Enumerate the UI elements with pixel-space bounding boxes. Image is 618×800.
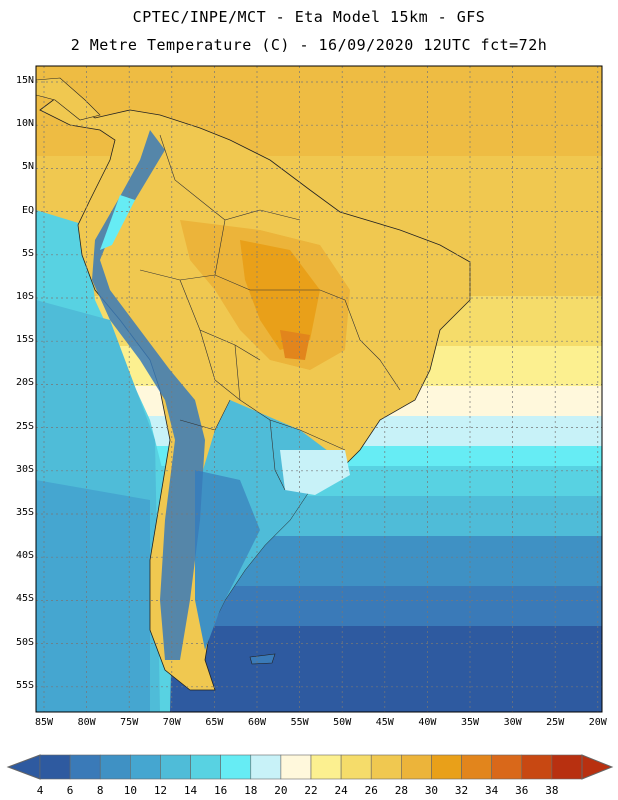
colorbar-label: 12 xyxy=(153,784,168,797)
colorbar-swatch xyxy=(190,754,221,780)
central-america-landmass xyxy=(36,77,101,121)
colorbar-label: 8 xyxy=(96,784,104,797)
colorbar-swatch xyxy=(491,754,523,780)
colorbar-swatch xyxy=(551,754,583,780)
lon-label: 20W xyxy=(588,717,607,728)
uruguay-mild-region xyxy=(280,450,350,495)
lat-label: 5N xyxy=(21,161,34,173)
map-title: CPTEC/INPE/MCT - Eta Model 15km - GFS xyxy=(132,8,486,26)
lat-label: 5S xyxy=(21,247,34,259)
pacific-cold-region xyxy=(36,480,150,712)
lat-label: 15N xyxy=(15,75,34,86)
falkland-islands xyxy=(249,653,276,665)
andes-cold-strip xyxy=(92,130,205,660)
colorbar-label: 26 xyxy=(364,784,378,797)
lon-label: 60W xyxy=(247,717,267,728)
colorbar-swatch xyxy=(69,754,101,780)
lon-label: 55W xyxy=(290,717,309,728)
lon-label: 80W xyxy=(77,717,96,728)
colorbar-label: 22 xyxy=(304,784,318,797)
patagonia-cold xyxy=(195,470,260,650)
lat-label: 55S xyxy=(15,679,34,691)
colorbar-swatch xyxy=(310,754,342,780)
country-borders xyxy=(139,134,401,491)
lat-label: 45S xyxy=(15,593,34,605)
colorbar-label: 24 xyxy=(334,784,348,797)
colorbar-swatch xyxy=(39,754,71,780)
lon-label: 65W xyxy=(205,717,224,728)
colorbar-label: 34 xyxy=(485,784,499,797)
colorbar-label: 16 xyxy=(214,784,228,797)
colorbar-swatch xyxy=(401,754,432,780)
lon-label: 30W xyxy=(503,717,522,728)
colorbar-label: 36 xyxy=(515,784,529,797)
colorbar-label: 10 xyxy=(123,784,137,797)
colorbar-swatch xyxy=(521,754,553,780)
lat-label: 35S xyxy=(15,507,34,518)
lat-label: 50S xyxy=(15,636,34,648)
colorbar-swatch xyxy=(370,754,402,780)
colorbar-swatch xyxy=(130,754,161,780)
interior-hot-region xyxy=(240,240,320,350)
colorbar-swatch xyxy=(340,754,372,780)
colorbar-label: 30 xyxy=(424,784,439,797)
lon-label: 25W xyxy=(546,717,565,728)
colorbar-swatch xyxy=(220,754,252,780)
temperature-field xyxy=(36,66,602,712)
lat-label: 10N xyxy=(15,118,34,130)
colorbar-label: 20 xyxy=(274,784,288,797)
map-frame xyxy=(35,65,603,713)
colorbar-swatch xyxy=(461,754,492,780)
lat-label: EQ xyxy=(21,204,34,216)
lat-label: 15S xyxy=(15,334,34,346)
lon-label: 75W xyxy=(120,717,139,728)
colorbar-high-arrow xyxy=(581,754,614,780)
lon-label: 40W xyxy=(418,717,437,728)
lon-label: 35W xyxy=(460,717,480,728)
lat-label: 10S xyxy=(15,291,34,302)
colorbar-label: 6 xyxy=(66,784,74,797)
lat-lon-grid xyxy=(36,66,602,712)
colorbar-label: 32 xyxy=(454,784,469,797)
colorbar-swatch xyxy=(250,754,282,780)
colorbar-label: 4 xyxy=(36,784,44,797)
lon-label: 45W xyxy=(375,717,394,728)
lon-label: 50W xyxy=(333,717,352,728)
colorbar-low-arrow xyxy=(6,754,41,780)
lat-label: 40S xyxy=(15,550,34,562)
lon-label: 85W xyxy=(34,717,54,728)
lat-label: 20S xyxy=(15,377,34,389)
lat-label: 30S xyxy=(15,463,34,475)
colorbar xyxy=(6,754,614,780)
map-subtitle: 2 Metre Temperature (C) - 16/09/2020 12U… xyxy=(70,36,548,54)
colorbar-label: 28 xyxy=(394,784,408,797)
colorbar-label: 38 xyxy=(545,784,559,797)
lon-label: 70W xyxy=(162,717,181,728)
colorbar-label: 18 xyxy=(244,784,258,797)
colorbar-swatch xyxy=(160,754,191,780)
colorbar-label: 14 xyxy=(183,784,198,797)
lat-label: 25S xyxy=(15,420,34,432)
andes-highland-cool xyxy=(100,195,135,250)
colorbar-swatch xyxy=(99,754,131,780)
interior-hottest-region xyxy=(280,330,310,360)
colorbar-swatch xyxy=(280,754,312,780)
colorbar-swatch xyxy=(431,754,462,780)
